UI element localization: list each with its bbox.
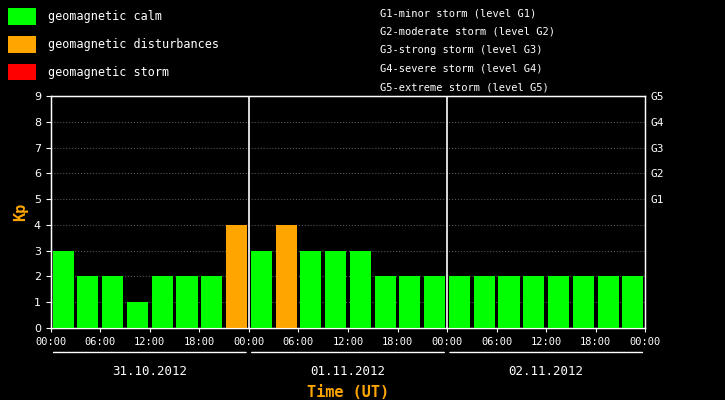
- Text: geomagnetic disturbances: geomagnetic disturbances: [48, 38, 219, 51]
- Bar: [597, 276, 618, 328]
- FancyBboxPatch shape: [8, 36, 36, 53]
- Text: G2-moderate storm (level G2): G2-moderate storm (level G2): [381, 27, 555, 37]
- Bar: [202, 276, 223, 328]
- Text: 01.11.2012: 01.11.2012: [310, 365, 386, 378]
- Bar: [152, 276, 173, 328]
- Bar: [226, 225, 247, 328]
- Bar: [375, 276, 396, 328]
- Bar: [276, 225, 297, 328]
- Text: 02.11.2012: 02.11.2012: [509, 365, 584, 378]
- Text: geomagnetic storm: geomagnetic storm: [48, 66, 169, 78]
- Bar: [300, 251, 321, 328]
- Text: G1-minor storm (level G1): G1-minor storm (level G1): [381, 8, 536, 18]
- FancyBboxPatch shape: [8, 8, 36, 25]
- Text: Time (UT): Time (UT): [307, 386, 389, 400]
- Bar: [176, 276, 197, 328]
- Bar: [325, 251, 346, 328]
- FancyBboxPatch shape: [8, 64, 36, 80]
- Bar: [622, 276, 643, 328]
- Bar: [53, 251, 74, 328]
- Text: G3-strong storm (level G3): G3-strong storm (level G3): [381, 45, 543, 55]
- Bar: [350, 251, 371, 328]
- Text: G5-extreme storm (level G5): G5-extreme storm (level G5): [381, 82, 550, 92]
- Bar: [548, 276, 569, 328]
- Bar: [573, 276, 594, 328]
- Bar: [127, 302, 148, 328]
- Text: G4-severe storm (level G4): G4-severe storm (level G4): [381, 64, 543, 74]
- Bar: [424, 276, 445, 328]
- Text: 31.10.2012: 31.10.2012: [112, 365, 187, 378]
- Text: geomagnetic calm: geomagnetic calm: [48, 10, 162, 23]
- Bar: [499, 276, 520, 328]
- Bar: [251, 251, 272, 328]
- Y-axis label: Kp: Kp: [13, 203, 28, 221]
- Bar: [523, 276, 544, 328]
- Bar: [78, 276, 99, 328]
- Bar: [449, 276, 470, 328]
- Bar: [399, 276, 420, 328]
- Bar: [102, 276, 123, 328]
- Bar: [473, 276, 494, 328]
